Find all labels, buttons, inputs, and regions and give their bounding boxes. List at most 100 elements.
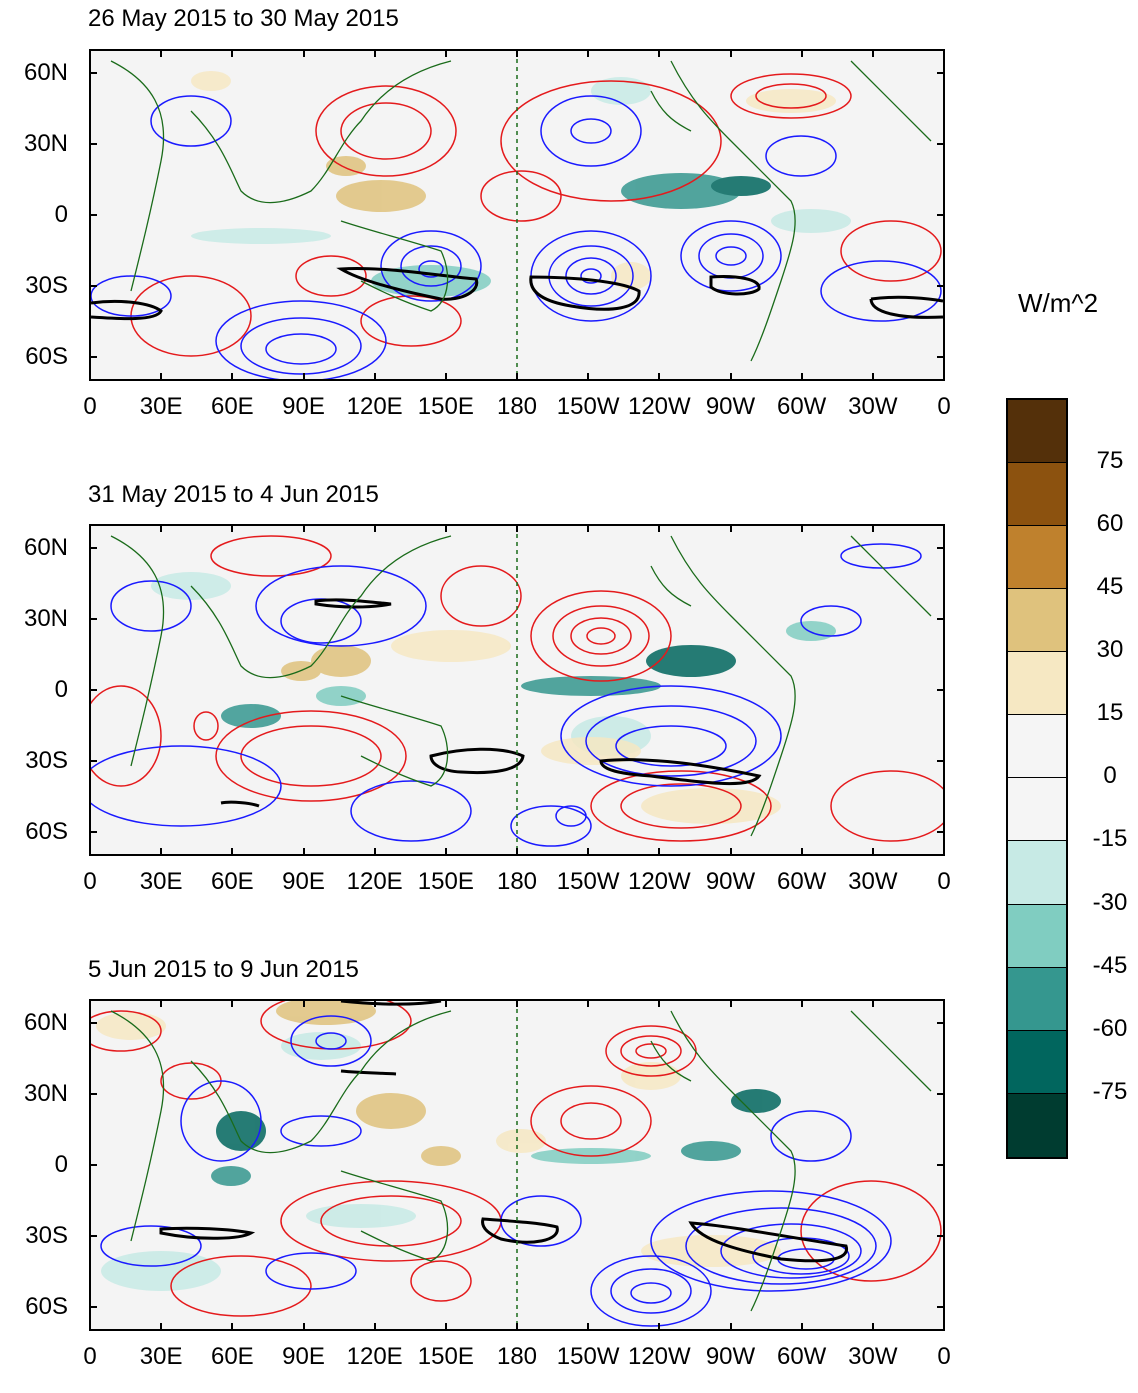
lon-tick <box>373 999 376 1007</box>
jet-contours <box>220 598 762 808</box>
lon-label: 120W <box>627 868 691 895</box>
colorbar-box <box>1008 400 1066 464</box>
negative-contours <box>91 95 942 379</box>
lon-label: 60W <box>776 1343 827 1370</box>
coastlines <box>110 535 932 837</box>
lon-tick <box>231 373 234 381</box>
lon-tick <box>89 524 91 532</box>
lat-label: 60N <box>23 533 68 561</box>
lon-tick <box>871 999 874 1007</box>
lon-label: 30W <box>848 393 898 420</box>
colorbar-label: -60 <box>1092 1014 1128 1042</box>
lon-tick <box>729 373 732 381</box>
lon-tick <box>89 373 91 381</box>
lon-tick <box>444 848 447 856</box>
lon-label: 90E <box>282 393 325 420</box>
colorbar-label: 45 <box>1096 573 1124 601</box>
lat-tick <box>89 1235 97 1238</box>
colorbar-box <box>1008 1030 1066 1094</box>
lat-tick <box>89 689 97 691</box>
lon-tick <box>658 848 661 856</box>
positive-contours <box>91 535 943 842</box>
jet-contours <box>91 266 943 321</box>
jet-contours <box>159 1001 848 1263</box>
colorbar-box <box>1008 841 1066 905</box>
lon-tick <box>373 1323 376 1331</box>
colorbar-box <box>1008 904 1066 968</box>
lat-label: 0 <box>54 676 68 703</box>
lon-tick <box>302 848 305 856</box>
lon-tick <box>231 848 234 856</box>
lat-label: 0 <box>54 1151 68 1178</box>
lat-label: 60S <box>25 1293 68 1321</box>
lon-tick <box>943 373 945 381</box>
lon-label: 0 <box>937 868 951 895</box>
shading-negative <box>101 1032 781 1291</box>
lat-label: 30N <box>23 604 68 632</box>
lon-tick <box>516 49 518 57</box>
panel-2-title: 31 May 2015 to 4 Jun 2015 <box>88 481 379 508</box>
lat-tick <box>937 71 945 74</box>
lon-tick <box>231 999 234 1007</box>
lon-tick <box>587 524 590 532</box>
lon-tick <box>658 49 661 57</box>
lat-label: 0 <box>54 201 68 228</box>
lat-tick <box>89 831 97 834</box>
colorbar-label: -75 <box>1092 1077 1128 1105</box>
lat-tick <box>937 1021 945 1024</box>
lon-label: 120W <box>627 1343 691 1370</box>
lon-label: 60W <box>776 393 827 420</box>
map-panel-3 <box>89 999 945 1331</box>
lon-label: 150W <box>556 868 620 895</box>
lon-tick <box>160 524 163 532</box>
lon-label: 60E <box>210 1343 254 1370</box>
lon-tick <box>871 1323 874 1331</box>
colorbar-label: 15 <box>1096 699 1124 727</box>
colorbar-label: 30 <box>1096 636 1124 664</box>
lon-tick <box>943 999 945 1007</box>
colorbar-label: -30 <box>1092 888 1128 916</box>
lat-tick <box>89 760 97 763</box>
lon-tick <box>160 999 163 1007</box>
lon-label: 30W <box>848 1343 898 1370</box>
lon-tick <box>302 524 305 532</box>
lon-tick <box>373 524 376 532</box>
colorbar-box <box>1008 1093 1066 1157</box>
lat-label: 60N <box>23 58 68 86</box>
lon-label: 120E <box>346 393 403 420</box>
lon-tick <box>231 49 234 57</box>
lon-label: 30E <box>139 868 183 895</box>
lat-tick <box>89 142 97 145</box>
lat-tick <box>89 71 97 74</box>
lon-tick <box>516 999 518 1007</box>
lon-tick <box>444 373 447 381</box>
lon-tick <box>658 524 661 532</box>
colorbar-box <box>1008 526 1066 590</box>
lon-tick <box>800 1323 803 1331</box>
lon-tick <box>587 848 590 856</box>
colorbar-label: -45 <box>1092 951 1128 979</box>
colorbar-label: 75 <box>1096 447 1124 475</box>
panel-3-title: 5 Jun 2015 to 9 Jun 2015 <box>88 956 359 983</box>
lon-tick <box>729 999 732 1007</box>
lon-label: 120E <box>346 1343 403 1370</box>
lat-label: 30S <box>25 1222 68 1250</box>
lon-tick <box>160 49 163 57</box>
lon-label: 0 <box>83 868 97 895</box>
lon-tick <box>800 49 803 57</box>
lat-tick <box>937 831 945 834</box>
lat-tick <box>937 142 945 145</box>
lon-tick <box>444 524 447 532</box>
lon-tick <box>516 524 518 532</box>
units-label: W/m^2 <box>1018 288 1099 318</box>
lon-label: 0 <box>937 393 951 420</box>
lon-tick <box>729 524 732 532</box>
lon-label: 30E <box>139 393 183 420</box>
lat-tick <box>89 1164 97 1166</box>
lon-label: 120W <box>627 393 691 420</box>
lon-label: 90E <box>282 1343 325 1370</box>
lon-tick <box>658 1323 661 1331</box>
lat-label: 60S <box>25 343 68 371</box>
lon-tick <box>444 49 447 57</box>
lon-tick <box>302 49 305 57</box>
